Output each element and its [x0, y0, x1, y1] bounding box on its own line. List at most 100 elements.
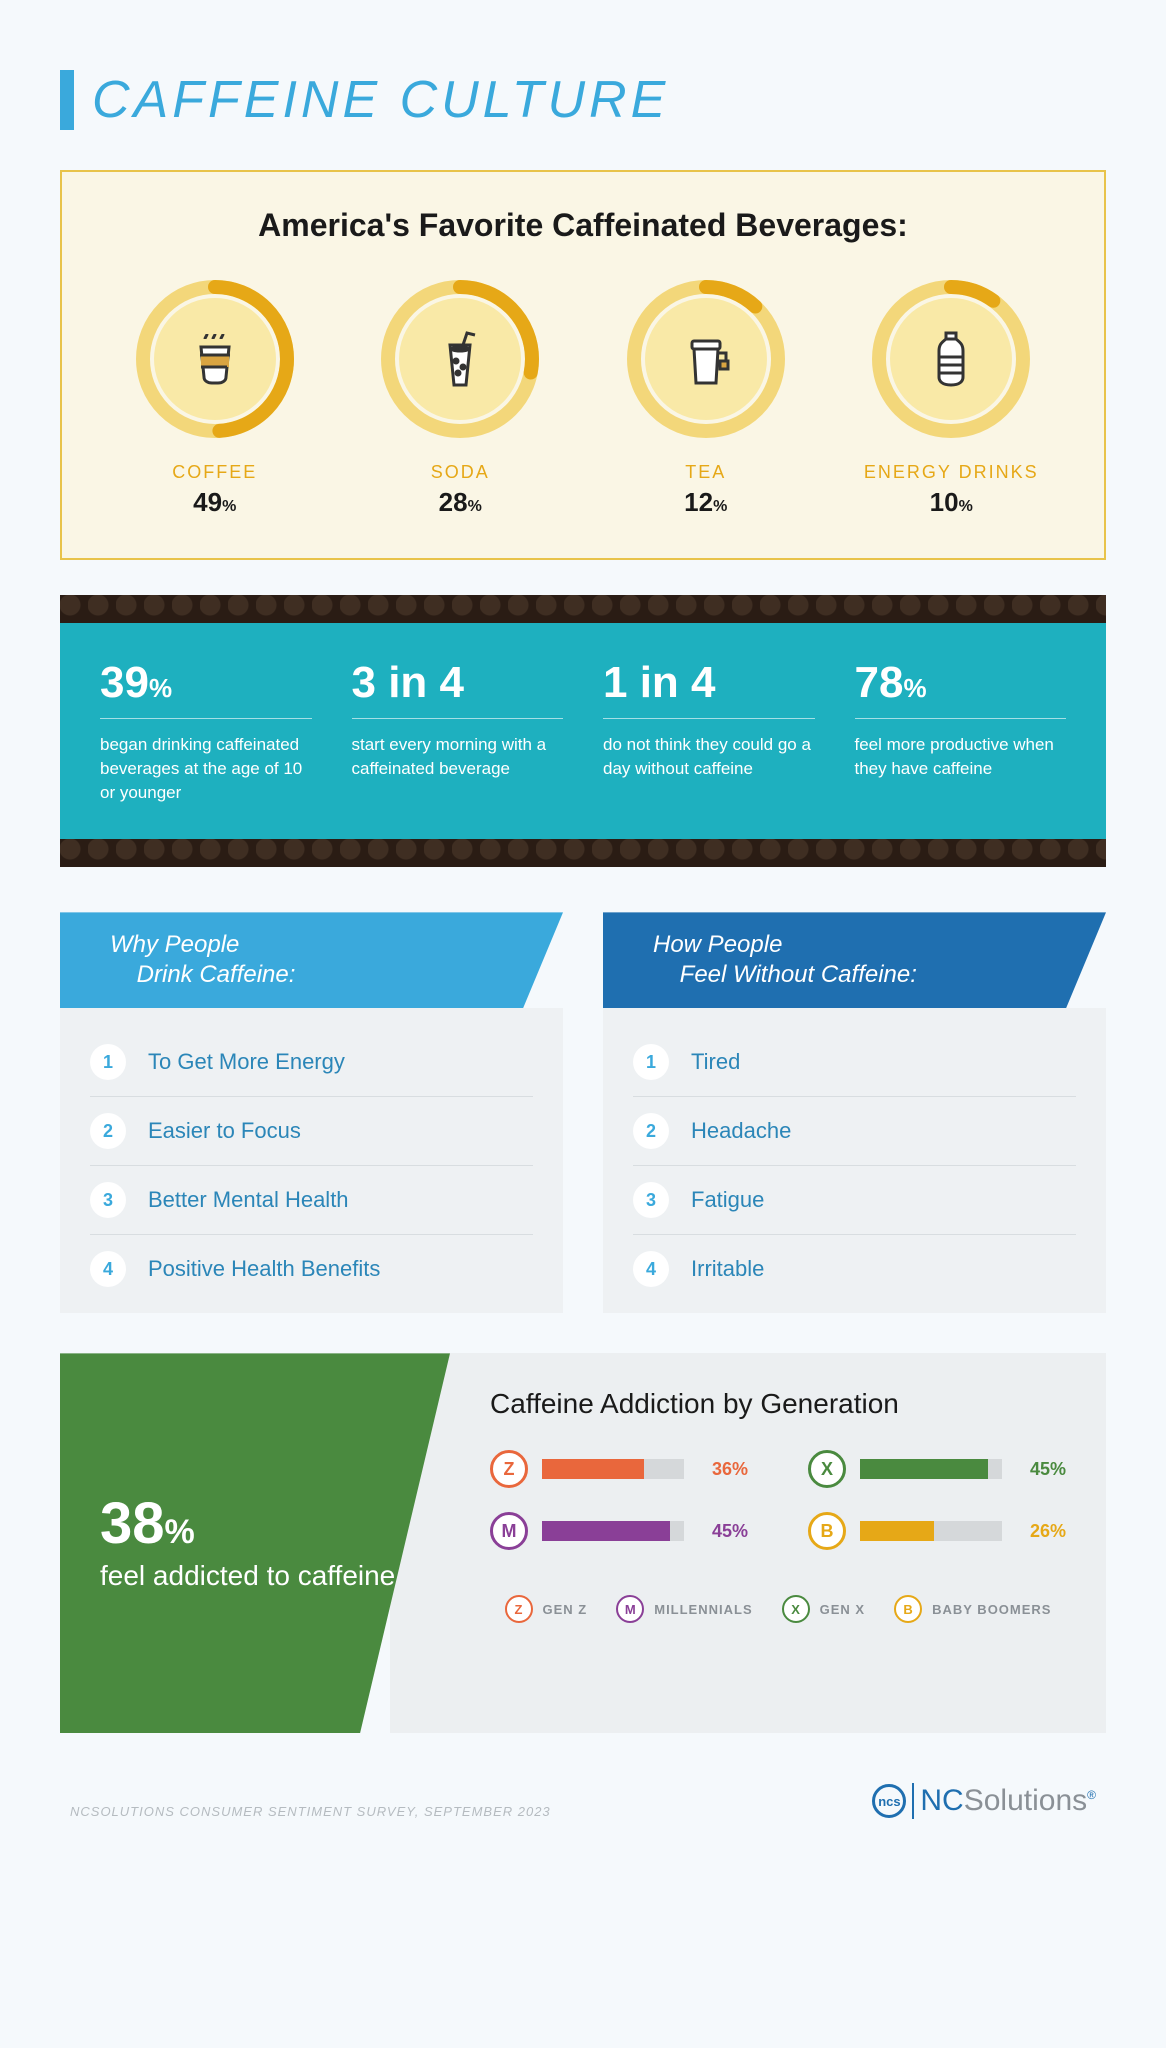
stat-value: 1 in 4: [603, 658, 815, 719]
legend-badge: X: [782, 1595, 810, 1623]
logo-separator: [912, 1783, 914, 1819]
list-text: Tired: [691, 1049, 740, 1075]
list-number-badge: 4: [90, 1251, 126, 1287]
beverage-pct: 12%: [684, 487, 727, 518]
beverage-label: TEA: [685, 462, 726, 483]
legend-item: M MILLENNIALS: [616, 1595, 752, 1623]
addiction-chart-panel: Caffeine Addiction by Generation Z 36%X …: [390, 1353, 1106, 1733]
beverages-heading: America's Favorite Caffeinated Beverages…: [92, 207, 1074, 244]
beverage-donut: [130, 274, 300, 444]
lists-row: Why People Drink Caffeine: 1 To Get More…: [60, 912, 1106, 1313]
stat-item: 78% feel more productive when they have …: [845, 658, 1077, 804]
generation-badge: M: [490, 1512, 528, 1550]
legend-label: GEN Z: [543, 1602, 588, 1617]
tea-icon: [621, 274, 791, 444]
page-title: CAFFEINE CULTURE: [92, 70, 669, 130]
stat-desc: feel more productive when they have caff…: [855, 733, 1067, 781]
beverage-item: ENERGY DRINKS 10%: [841, 274, 1061, 518]
without-header-l2: Feel Without Caffeine:: [680, 961, 917, 988]
stat-value: 39%: [100, 658, 312, 719]
list-number-badge: 1: [90, 1044, 126, 1080]
title-accent-bar: [60, 70, 74, 130]
list-text: Better Mental Health: [148, 1187, 349, 1213]
legend-item: Z GEN Z: [505, 1595, 588, 1623]
bar-row: M 45%: [490, 1512, 748, 1550]
list-text: Headache: [691, 1118, 791, 1144]
generation-badge: B: [808, 1512, 846, 1550]
logo-text-rest: Solutions: [964, 1784, 1087, 1817]
soda-icon: [375, 274, 545, 444]
bar-fill: [860, 1521, 934, 1541]
bar-pct: 26%: [1016, 1521, 1066, 1542]
without-caffeine-header: How People Feel Without Caffeine:: [603, 912, 1106, 1008]
stat-value: 78%: [855, 658, 1067, 719]
addiction-pct: 38%: [100, 1495, 420, 1553]
beverage-pct: 28%: [439, 487, 482, 518]
list-item: 2 Easier to Focus: [90, 1097, 533, 1166]
coffee-icon: [130, 274, 300, 444]
legend-badge: M: [616, 1595, 644, 1623]
stat-desc: began drinking caffeinated beverages at …: [100, 733, 312, 804]
footer-source: NCSOLUTIONS CONSUMER SENTIMENT SURVEY, S…: [70, 1804, 551, 1819]
logo-text: NCSolutions®: [920, 1784, 1096, 1818]
beverage-pct: 49%: [193, 487, 236, 518]
stats-strip: 39% began drinking caffeinated beverages…: [60, 595, 1106, 867]
beverage-pct: 10%: [930, 487, 973, 518]
logo-badge: ncs: [872, 1784, 906, 1818]
bar-track: [542, 1459, 684, 1479]
legend-item: X GEN X: [782, 1595, 865, 1623]
legend-item: B BABY BOOMERS: [894, 1595, 1051, 1623]
bar-pct: 36%: [698, 1459, 748, 1480]
without-header-l1: How People: [653, 931, 782, 958]
list-text: Positive Health Benefits: [148, 1256, 380, 1282]
why-drink-header-l1: Why People: [110, 931, 239, 958]
legend-label: GEN X: [820, 1602, 865, 1617]
addiction-pct-unit: %: [165, 1513, 195, 1551]
stat-item: 39% began drinking caffeinated beverages…: [90, 658, 322, 804]
list-text: Easier to Focus: [148, 1118, 301, 1144]
beverage-label: ENERGY DRINKS: [864, 462, 1039, 483]
beverage-label: COFFEE: [172, 462, 257, 483]
beverage-label: SODA: [431, 462, 490, 483]
why-drink-header-l2: Drink Caffeine:: [137, 961, 296, 988]
stat-desc: do not think they could go a day without…: [603, 733, 815, 781]
addiction-sub: feel addicted to caffeine: [100, 1559, 420, 1593]
bar-fill: [542, 1521, 670, 1541]
generation-badge: Z: [490, 1450, 528, 1488]
bar-pct: 45%: [698, 1521, 748, 1542]
list-number-badge: 3: [633, 1182, 669, 1218]
list-item: 3 Fatigue: [633, 1166, 1076, 1235]
stat-desc: start every morning with a caffeinated b…: [352, 733, 564, 781]
addiction-pct-value: 38: [100, 1491, 165, 1556]
beverages-panel: America's Favorite Caffeinated Beverages…: [60, 170, 1106, 560]
beverage-donut: [621, 274, 791, 444]
bottle-icon: [866, 274, 1036, 444]
legend-label: MILLENNIALS: [654, 1602, 752, 1617]
bar-pct: 45%: [1016, 1459, 1066, 1480]
bar-track: [542, 1521, 684, 1541]
list-text: Fatigue: [691, 1187, 764, 1213]
footer-logo: ncs NCSolutions®: [872, 1783, 1096, 1819]
bar-row: B 26%: [808, 1512, 1066, 1550]
list-number-badge: 4: [633, 1251, 669, 1287]
why-drink-header: Why People Drink Caffeine:: [60, 912, 563, 1008]
beverage-item: COFFEE 49%: [105, 274, 325, 518]
list-item: 2 Headache: [633, 1097, 1076, 1166]
footer-row: NCSOLUTIONS CONSUMER SENTIMENT SURVEY, S…: [60, 1783, 1106, 1819]
legend-label: BABY BOOMERS: [932, 1602, 1051, 1617]
stat-item: 1 in 4 do not think they could go a day …: [593, 658, 825, 804]
list-item: 3 Better Mental Health: [90, 1166, 533, 1235]
stat-value: 3 in 4: [352, 658, 564, 719]
list-item: 1 To Get More Energy: [90, 1028, 533, 1097]
list-text: To Get More Energy: [148, 1049, 345, 1075]
beverage-donut: [375, 274, 545, 444]
beverage-item: TEA 12%: [596, 274, 816, 518]
addiction-section: 38% feel addicted to caffeine Caffeine A…: [60, 1353, 1106, 1733]
why-drink-block: Why People Drink Caffeine: 1 To Get More…: [60, 912, 563, 1313]
list-item: 1 Tired: [633, 1028, 1076, 1097]
logo-text-main: NC: [920, 1784, 963, 1817]
without-caffeine-block: How People Feel Without Caffeine: 1 Tire…: [603, 912, 1106, 1313]
legend-badge: B: [894, 1595, 922, 1623]
bar-fill: [860, 1459, 988, 1479]
generation-badge: X: [808, 1450, 846, 1488]
